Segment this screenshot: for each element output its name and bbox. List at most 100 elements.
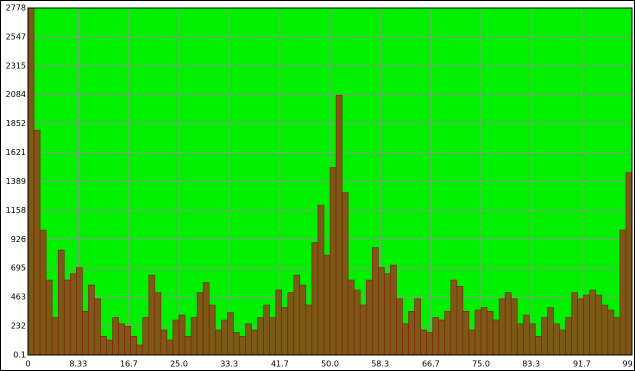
bar [190,317,198,356]
bar [311,242,319,356]
x-tick-label: 91.7 [573,360,591,369]
x-tick-label: 16.7 [120,360,138,369]
y-tick-label: 1621 [6,148,26,157]
bar [607,309,615,356]
bar [462,310,470,356]
bar [474,309,482,356]
bar [456,285,464,356]
y-tick-label: 232 [11,322,26,331]
bar [414,298,421,356]
x-tick-label: 8.33 [69,360,87,369]
bar [378,267,385,356]
bar [160,329,168,356]
bar [112,317,119,356]
bar [94,298,101,356]
bar [233,332,240,356]
bar [329,167,337,356]
bar [426,332,433,356]
bar [522,314,530,356]
bar [390,264,397,356]
bar [468,329,476,356]
bar [347,279,355,356]
bar [208,304,216,356]
bar [335,94,343,356]
x-tick-label: 75.0 [472,360,490,369]
y-tick-label: 1389 [6,177,26,186]
bar [396,298,403,356]
bar [480,307,488,356]
bar [359,304,367,356]
bar [529,323,536,356]
x-tick-label: 0 [25,360,30,369]
bar [33,129,41,356]
bar [305,304,313,356]
bar [365,279,373,356]
bar [154,292,162,356]
bar [504,292,512,356]
bar [27,7,35,356]
bar [384,273,391,356]
bar [214,329,222,356]
bar [535,335,542,356]
bar [82,310,89,356]
bar [341,192,349,356]
bar [100,335,107,356]
bar [142,317,150,356]
bar [263,304,270,356]
bar [492,319,500,356]
bar [220,319,228,356]
y-tick-label: 463 [11,293,26,302]
bar [275,289,282,356]
bar [281,307,289,356]
bar [619,229,627,356]
bar [251,329,258,356]
bar [541,317,548,356]
bar [293,274,301,356]
bar [589,289,597,356]
bar [69,273,77,356]
bar [148,274,156,356]
y-tick-label: 2315 [6,61,26,70]
bar [202,282,210,356]
bar [124,325,131,356]
bar [257,317,264,356]
y-tick-label: 1852 [6,119,26,128]
bar [227,312,234,356]
bar [577,298,584,356]
bar [571,292,578,356]
bar [39,229,47,356]
bar [76,267,83,356]
bar [51,317,59,356]
bar [450,279,458,356]
bar [601,304,609,356]
bar [287,292,295,356]
y-tick-label: 695 [11,264,26,273]
x-tick-label: 66.7 [422,360,440,369]
bar [63,279,71,356]
plot-border [27,7,633,356]
bar [45,279,53,356]
x-tick-label: 99.9 [622,360,635,369]
bar [317,204,325,356]
x-tick-label: 33.3 [220,360,238,369]
bar [432,317,440,356]
y-tick-label: 926 [11,235,26,244]
x-tick-label: 83.3 [522,360,540,369]
y-tick-label: 2778 [6,4,26,13]
bar [565,317,572,356]
bar [57,249,65,356]
x-tick-label: 50.0 [321,360,339,369]
bar [438,319,446,356]
bar [196,292,204,356]
bar [625,172,633,356]
bar [118,323,125,356]
bar [595,294,603,356]
x-tick-label: 41.7 [271,360,289,369]
bar [371,247,379,356]
bar [408,310,415,356]
bar [172,319,180,356]
bar [402,323,409,356]
bar [323,254,331,356]
